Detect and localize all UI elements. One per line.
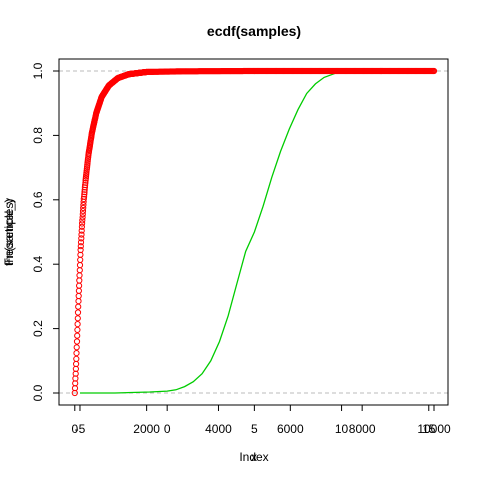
x-tick-label: 5	[251, 422, 258, 436]
chart-title: ecdf(samples)	[207, 23, 301, 39]
y-tick-label: 0.6	[31, 191, 45, 208]
red-point	[79, 220, 86, 227]
red-point	[80, 195, 87, 203]
y-tick-label: 0.0	[31, 384, 45, 401]
red-point	[77, 256, 84, 263]
x-axis-label-x: x	[251, 450, 257, 464]
red-point	[84, 163, 91, 171]
red-point	[74, 321, 81, 328]
red-point	[78, 231, 85, 238]
red-point	[79, 214, 86, 221]
red-point	[79, 208, 87, 215]
red-point	[76, 262, 84, 269]
x-axis: 0 2000 4000 6000 8000 10000-5 0 5 10 15	[71, 405, 451, 436]
red-point	[76, 282, 83, 289]
red-point	[73, 350, 80, 357]
y-tick-label: 0.8	[31, 127, 45, 144]
y-tick-label: 0.2	[31, 320, 45, 337]
y-axis-label-fn: Fn(samples)	[2, 199, 16, 266]
red-point	[73, 344, 80, 351]
x-tick-label: 6000	[277, 422, 304, 436]
red-point	[79, 217, 86, 224]
red-point	[82, 177, 89, 184]
red-point	[79, 211, 86, 218]
red-series-points	[71, 67, 438, 397]
red-point	[80, 204, 87, 212]
x-tick-label: 4000	[205, 422, 232, 436]
red-point	[77, 239, 85, 246]
red-point	[74, 309, 82, 316]
red-point	[74, 332, 81, 339]
red-point	[81, 184, 89, 191]
x-tick-label: 0	[164, 422, 171, 436]
red-point	[84, 158, 91, 165]
red-point	[73, 338, 81, 345]
green-series-line	[80, 70, 429, 394]
red-point	[73, 355, 80, 362]
red-point	[76, 277, 83, 284]
x-tick-label: 10000	[417, 422, 451, 436]
x-tick-label: 0	[71, 422, 78, 436]
reference-lines	[59, 70, 448, 394]
plot-frame	[58, 58, 449, 406]
red-point	[81, 193, 88, 200]
red-point	[76, 272, 83, 279]
x-axis-label-index: Index	[239, 450, 268, 464]
x-tick-label: 2000	[133, 422, 160, 436]
red-point	[77, 246, 84, 254]
red-point	[81, 191, 88, 198]
red-point	[78, 227, 85, 234]
x-tick-label: -5	[75, 422, 86, 436]
red-point	[80, 201, 87, 209]
red-point	[78, 223, 86, 230]
y-tick-label: 1.0	[31, 62, 45, 79]
red-point	[75, 292, 82, 300]
red-point	[74, 315, 81, 322]
red-point	[82, 179, 89, 186]
red-point	[77, 243, 84, 250]
red-point	[78, 235, 85, 242]
red-point	[75, 298, 82, 305]
red-point	[430, 67, 438, 75]
red-point	[75, 287, 83, 294]
red-point	[76, 267, 83, 274]
red-point	[74, 326, 81, 333]
green-line	[80, 70, 429, 394]
y-axis-label-theoretical: theoretical_y	[2, 198, 16, 266]
red-point	[83, 169, 90, 176]
x-tick-label: 10	[335, 422, 349, 436]
y-tick-label: 0.4	[31, 256, 45, 273]
x-tick-label: 8000	[349, 422, 376, 436]
red-point	[75, 303, 82, 310]
y-axis: 0.0 0.2 0.4 0.6 0.8 1.0	[31, 62, 59, 401]
x-tick-label: 15	[422, 422, 436, 436]
red-point	[82, 182, 89, 189]
